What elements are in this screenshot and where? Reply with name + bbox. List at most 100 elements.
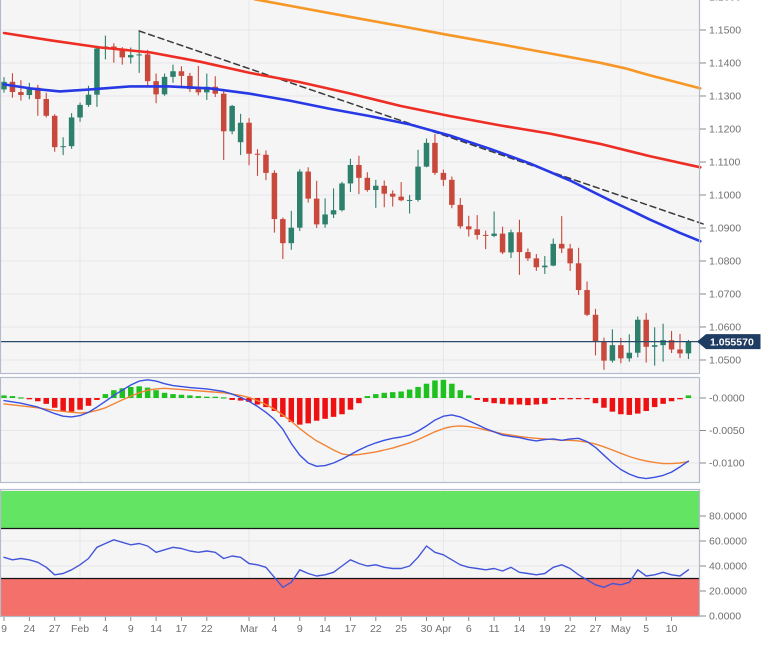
macd-bar bbox=[288, 398, 295, 423]
macd-bar bbox=[178, 394, 185, 398]
time-axis-label: Apr bbox=[435, 623, 452, 635]
candle-body bbox=[237, 122, 244, 143]
rsi-panel bbox=[0, 489, 700, 617]
time-axis-label: 25 bbox=[395, 623, 407, 635]
macd-bar bbox=[432, 380, 438, 398]
macd-bar bbox=[119, 388, 126, 398]
macd-bar bbox=[68, 398, 75, 412]
macd-bar bbox=[668, 398, 675, 402]
price-tag-value: 1.055570 bbox=[710, 336, 754, 348]
candle-body bbox=[153, 81, 159, 95]
macd-bar bbox=[263, 398, 269, 408]
candle-body bbox=[635, 319, 641, 353]
macd-bar bbox=[229, 398, 235, 400]
axis-tick-label: 1.1300 bbox=[709, 91, 741, 103]
macd-bar bbox=[77, 398, 83, 410]
macd-bar bbox=[415, 386, 421, 398]
axis-tick-label: -0.0100 bbox=[709, 458, 745, 470]
macd-bar bbox=[297, 398, 303, 425]
rsi-line bbox=[3, 539, 690, 588]
macd-bar bbox=[550, 398, 556, 400]
macd-bar bbox=[592, 398, 599, 404]
time-axis-label: Mar bbox=[240, 623, 259, 635]
macd-bar bbox=[280, 398, 286, 417]
macd-bar bbox=[508, 398, 514, 405]
price-gridlines bbox=[1, 0, 699, 373]
macd-bar bbox=[60, 398, 66, 411]
axis-tick-label: 80.0000 bbox=[709, 511, 747, 523]
candle-body bbox=[668, 340, 675, 350]
candle-body bbox=[449, 179, 455, 205]
axis-tick-label: 1.1000 bbox=[709, 190, 741, 202]
time-axis-label: 6 bbox=[466, 623, 472, 635]
macd-bar bbox=[423, 383, 430, 398]
macd-bar bbox=[153, 390, 159, 398]
candle-body bbox=[187, 75, 193, 90]
macd-bar bbox=[584, 398, 590, 400]
macd-bar bbox=[389, 392, 396, 398]
time-axis-label: 11 bbox=[489, 623, 500, 635]
macd-bar bbox=[685, 395, 692, 398]
macd-bar bbox=[187, 395, 193, 398]
candle-body bbox=[229, 105, 235, 132]
candle-body bbox=[389, 193, 396, 197]
macd-bar bbox=[482, 398, 489, 402]
macd-bar bbox=[499, 398, 506, 404]
candle-body bbox=[136, 54, 142, 56]
candle-body bbox=[685, 341, 692, 354]
time-axis-label: 27 bbox=[590, 623, 602, 635]
macd-bar bbox=[18, 397, 24, 399]
axis-tick-label: 60.0000 bbox=[709, 536, 747, 548]
macd-bar bbox=[237, 398, 244, 401]
macd-bar bbox=[635, 398, 641, 414]
candle-body bbox=[499, 233, 506, 253]
macd-bar bbox=[575, 398, 582, 400]
macd-signal-line bbox=[3, 387, 690, 465]
candle-body bbox=[26, 87, 33, 96]
candle-body bbox=[474, 229, 480, 235]
time-axis-label: 10 bbox=[666, 623, 678, 635]
macd-bar bbox=[322, 398, 328, 419]
candle-body bbox=[618, 345, 624, 359]
macd-bar bbox=[339, 398, 345, 415]
time-axis-label: 22 bbox=[564, 623, 576, 635]
sma-blue-line bbox=[2, 83, 702, 243]
candle-body bbox=[18, 92, 24, 96]
macd-bar bbox=[144, 387, 151, 398]
candle-body bbox=[423, 142, 430, 167]
macd-bar bbox=[313, 398, 320, 421]
time-axis-label: 22 bbox=[201, 623, 213, 635]
price-panel bbox=[0, 0, 707, 374]
candle-body bbox=[263, 154, 269, 173]
overbought-band bbox=[1, 491, 699, 529]
macd-bar bbox=[533, 398, 540, 405]
time-axis-label: 4 bbox=[271, 623, 277, 635]
axis-tick-label: 1.1400 bbox=[709, 58, 741, 70]
axis-tick-label: 20.0000 bbox=[709, 586, 747, 598]
macd-bar bbox=[677, 398, 683, 400]
candle-body bbox=[339, 183, 345, 211]
candle-body bbox=[51, 115, 58, 148]
candle-body bbox=[43, 98, 49, 116]
right-price-axis: 1.1600 1.1500 1.1400 1.1300 1.1200 1.1100 1.10… bbox=[700, 0, 747, 623]
macd-bar bbox=[373, 394, 379, 398]
macd-bar bbox=[618, 398, 624, 415]
candle-body bbox=[651, 345, 658, 347]
macd-bar bbox=[43, 398, 49, 404]
macd-bar bbox=[440, 379, 447, 398]
macd-bar bbox=[35, 398, 41, 402]
macd-bar bbox=[542, 398, 548, 404]
macd-bar bbox=[567, 398, 573, 400]
axis-tick-label: 1.0700 bbox=[709, 289, 741, 301]
candle-body bbox=[457, 204, 464, 227]
macd-bar bbox=[474, 398, 480, 400]
candle-body bbox=[643, 319, 649, 347]
candle-body bbox=[204, 86, 210, 93]
candles-layer bbox=[1, 31, 692, 370]
candle-body bbox=[254, 153, 261, 155]
macd-signal-layer bbox=[3, 387, 690, 465]
candle-body bbox=[398, 196, 404, 201]
candle-body bbox=[60, 146, 66, 148]
